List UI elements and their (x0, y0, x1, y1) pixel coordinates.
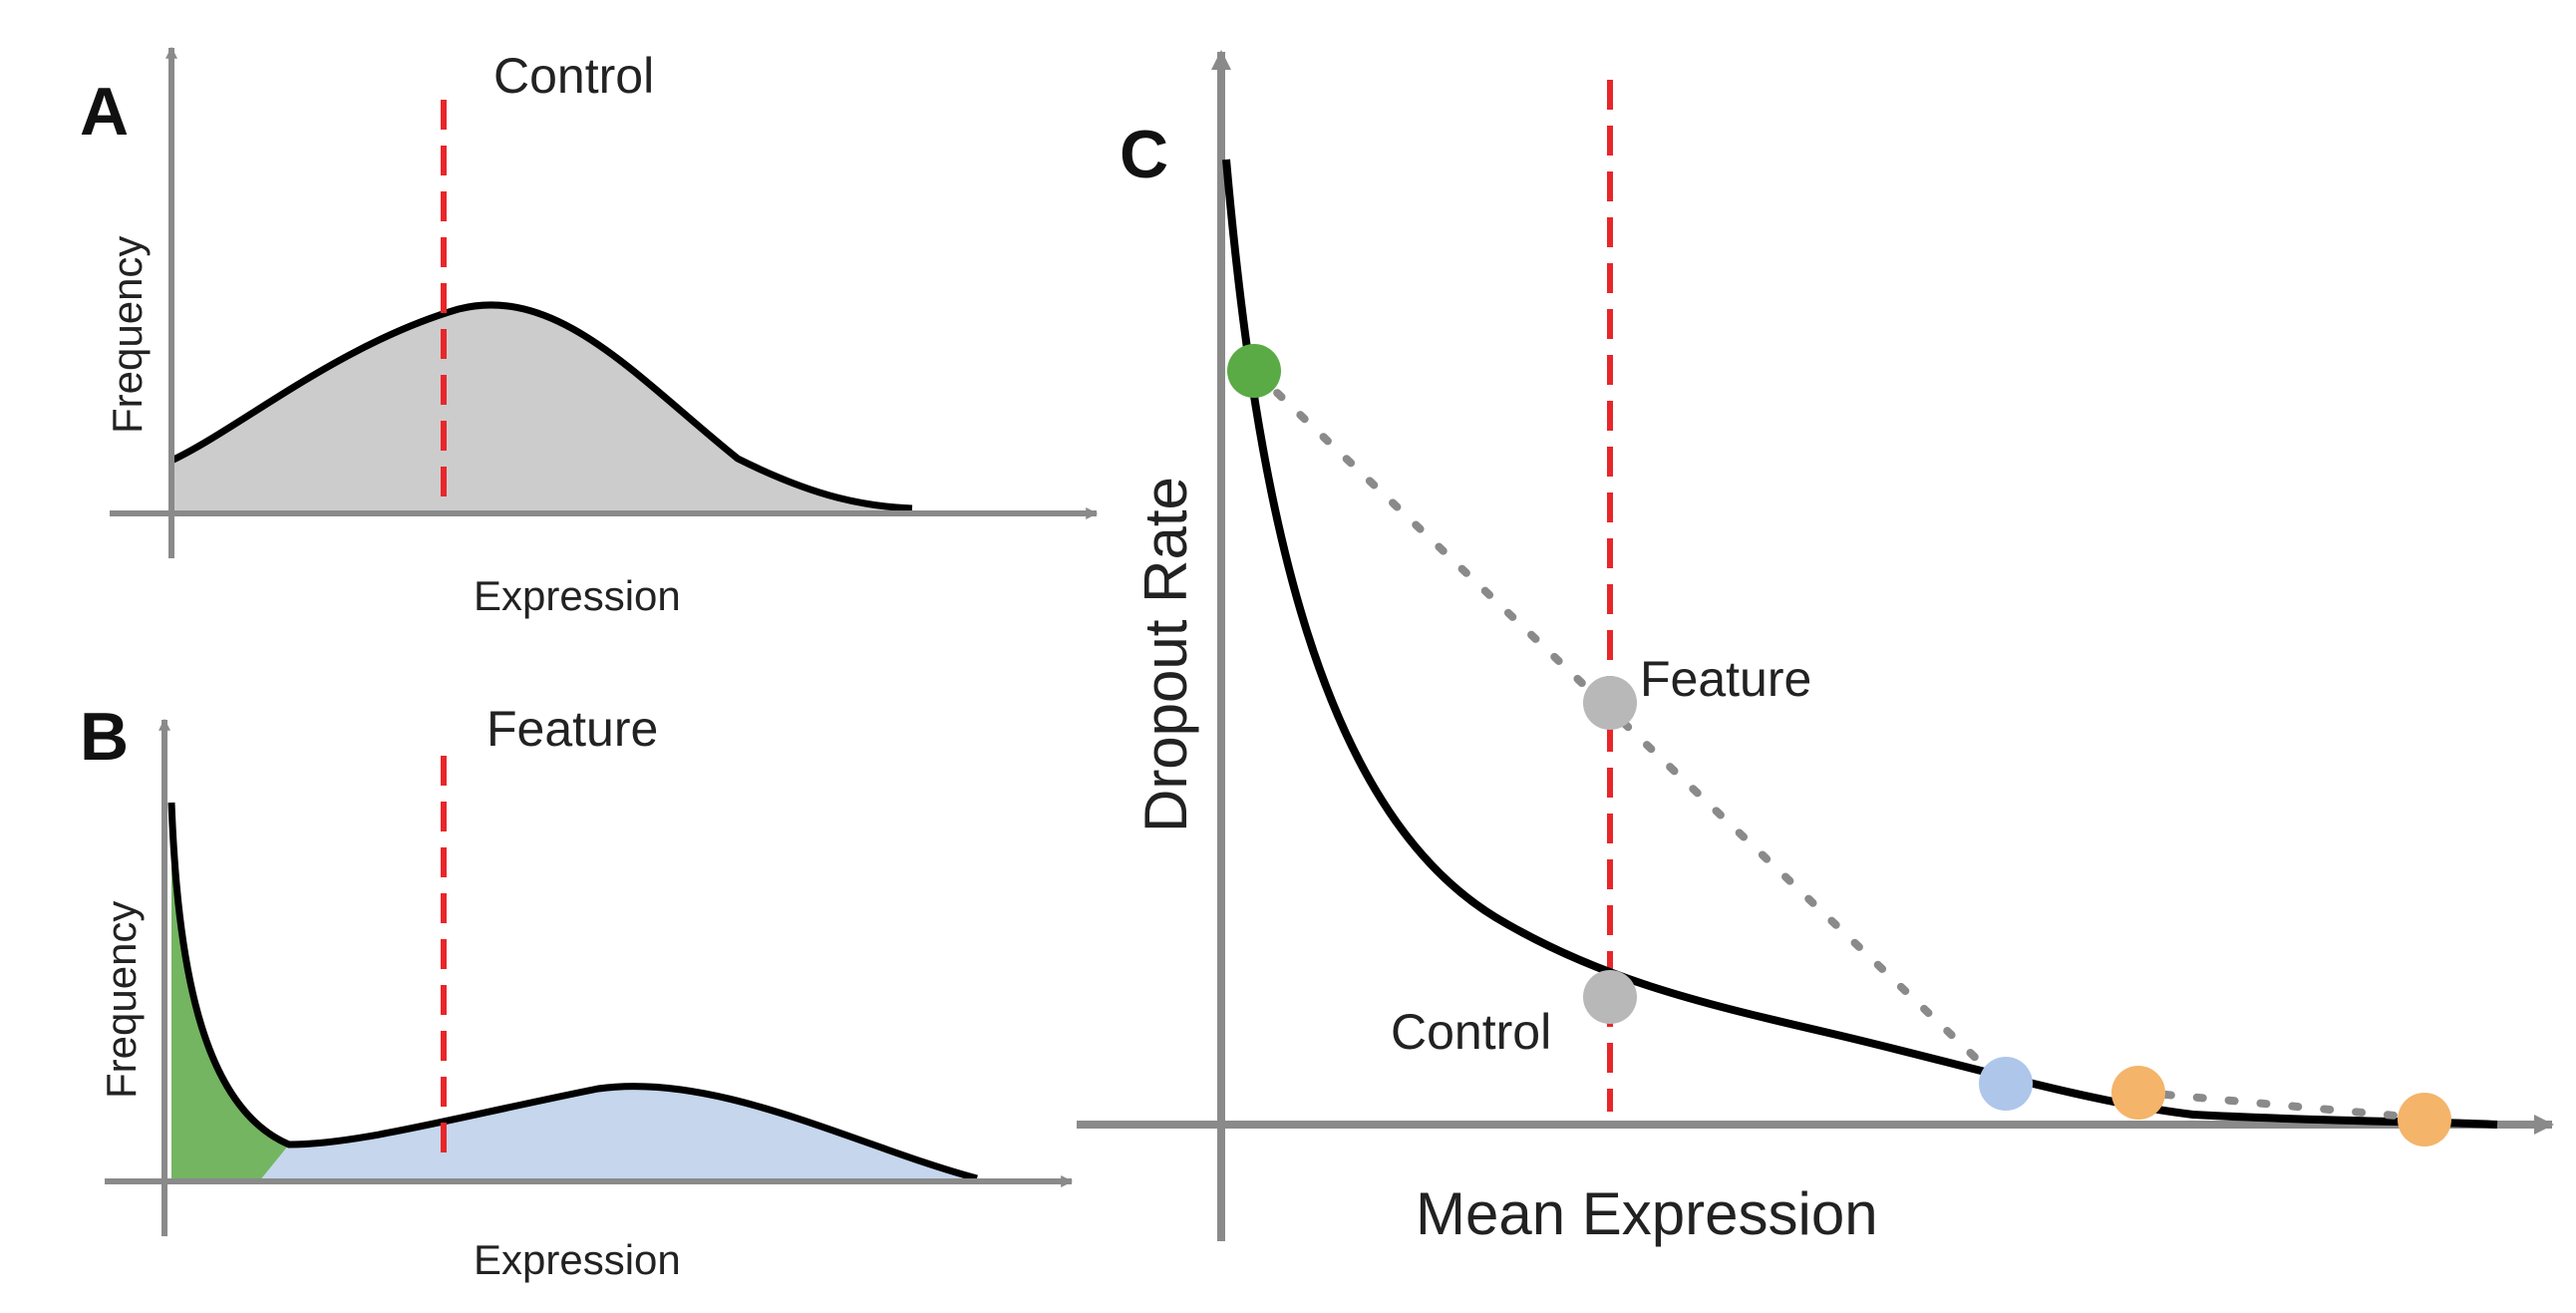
panel-c-x-label: Mean Expression (1416, 1180, 1878, 1247)
panel-a-x-label: Expression (474, 572, 681, 619)
panel-c-feature-point (1583, 676, 1637, 730)
panel-a-letter: A (80, 74, 129, 150)
panel-b-title: Feature (486, 701, 658, 757)
panel-c-dotted-trend-line (1250, 367, 2008, 1089)
panel-a-title: Control (493, 48, 654, 104)
panel-c-blue-point (1979, 1057, 2033, 1111)
panel-c-y-label: Dropout Rate (1132, 477, 1199, 832)
panel-b-green-fill (171, 803, 289, 1181)
panel-c-orange-point-1 (2111, 1066, 2165, 1120)
panel-c-orange-point-2 (2398, 1093, 2451, 1147)
panel-c-dropout-curve (1222, 159, 2498, 1129)
panel-b-x-label: Expression (474, 1236, 681, 1283)
panel-c-control-label: Control (1391, 1004, 1551, 1060)
panel-a: A Control Frequency Expression (80, 46, 1099, 619)
panel-a-distribution-curve (169, 301, 913, 512)
panel-a-y-label: Frequency (104, 236, 151, 434)
panel-c-control-point (1583, 970, 1637, 1024)
panel-c-letter: C (1120, 117, 1168, 192)
panel-c-feature-label: Feature (1640, 651, 1811, 707)
panel-c-green-point (1227, 344, 1281, 398)
panel-b-distribution-curve (167, 802, 978, 1182)
panel-b-blue-fill (259, 1086, 977, 1181)
panel-b-y-label: Frequency (98, 901, 145, 1099)
panel-c: C Feature Control Dropout Rate Mean Expr… (1077, 50, 2554, 1247)
panel-a-distribution-fill (171, 304, 912, 513)
panel-b: B Feature Frequency Expression (80, 699, 1074, 1283)
panel-b-letter: B (80, 699, 129, 775)
